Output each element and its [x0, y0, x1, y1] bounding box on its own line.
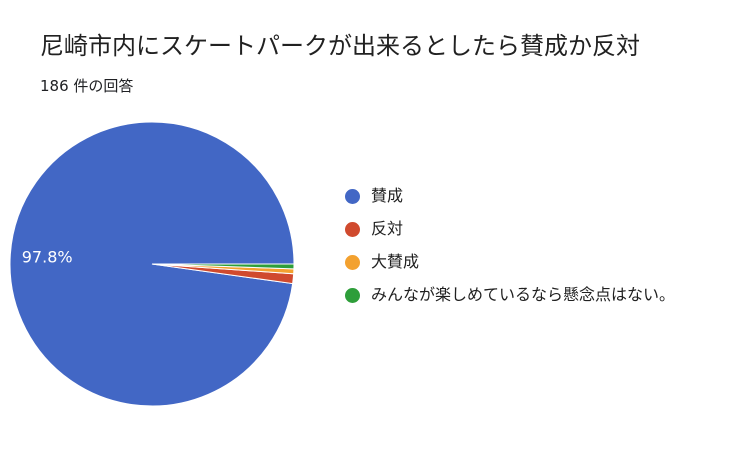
pie-slice-4 — [151, 263, 295, 270]
legend-item: みんなが楽しめているなら懸念点はない。 — [345, 283, 705, 307]
legend-label: 賛成 — [371, 186, 404, 205]
legend-label: みんなが楽しめているなら懸念点はない。 — [371, 285, 676, 304]
legend-swatch — [345, 189, 360, 204]
legend-item: 反対 — [345, 217, 705, 241]
legend-swatch — [345, 222, 360, 237]
legend-item: 賛成 — [345, 184, 705, 208]
legend-label: 大賛成 — [371, 252, 420, 271]
chart-title: 尼崎市内にスケートパークが出来るとしたら賛成か反対 — [40, 32, 640, 60]
legend-item: 大賛成 — [345, 250, 705, 274]
legend: 賛成反対大賛成みんなが楽しめているなら懸念点はない。 — [345, 184, 705, 316]
legend-label: 反対 — [371, 219, 404, 238]
legend-swatch — [345, 255, 360, 270]
response-count: 186 件の回答 — [40, 77, 134, 95]
data-label-1: 97.8% — [22, 248, 73, 267]
legend-swatch — [345, 288, 360, 303]
